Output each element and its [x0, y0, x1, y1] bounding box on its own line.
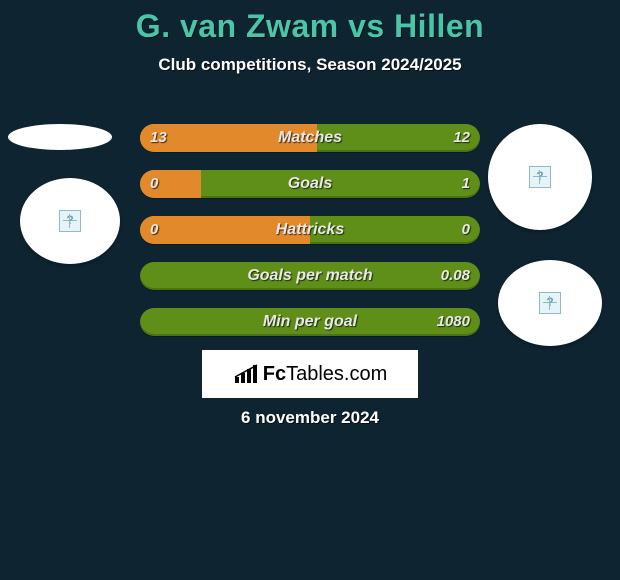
club-right-1: ? [488, 124, 592, 230]
stat-label: Min per goal [140, 308, 480, 336]
stat-value-right: 0 [462, 216, 470, 244]
stat-bar: Goals0 1 [140, 170, 480, 198]
image-placeholder-icon: ? [539, 292, 561, 314]
stat-bar: Min per goal1080 [140, 308, 480, 336]
stat-label: Goals per match [140, 262, 480, 290]
stat-value-left: 0 [150, 216, 158, 244]
stat-value-left: 0 [150, 170, 158, 198]
stat-value-right: 12 [453, 124, 470, 152]
stat-value-left: 13 [150, 124, 167, 152]
stat-value-right: 1 [462, 170, 470, 198]
stat-label: Hattricks [140, 216, 480, 244]
stat-value-right: 0.08 [441, 262, 470, 290]
stat-label: Matches [140, 124, 480, 152]
image-placeholder-icon: ? [529, 166, 551, 188]
comparison-infographic: G. van Zwam vs Hillen Club competitions,… [0, 0, 620, 580]
stat-bar: Hattricks0 0 [140, 216, 480, 244]
stat-value-right: 1080 [437, 308, 470, 336]
page-title: G. van Zwam vs Hillen [0, 0, 620, 45]
logo-text: FcTables.com [263, 363, 388, 386]
stat-bar: Goals per match0.08 [140, 262, 480, 290]
club-right-2: ? [498, 260, 602, 346]
player-left-photo: ? [20, 178, 120, 264]
fctables-logo: FcTables.com [202, 350, 418, 398]
stat-label: Goals [140, 170, 480, 198]
bars-icon [233, 363, 259, 385]
image-placeholder-icon: ? [59, 210, 81, 232]
stat-bar: Matches13 12 [140, 124, 480, 152]
comparison-bars: Matches1312Goals01Hattricks00Goals per m… [140, 124, 480, 354]
player-left-shadow [8, 124, 112, 150]
date-label: 6 november 2024 [0, 408, 620, 428]
page-subtitle: Club competitions, Season 2024/2025 [0, 55, 620, 75]
